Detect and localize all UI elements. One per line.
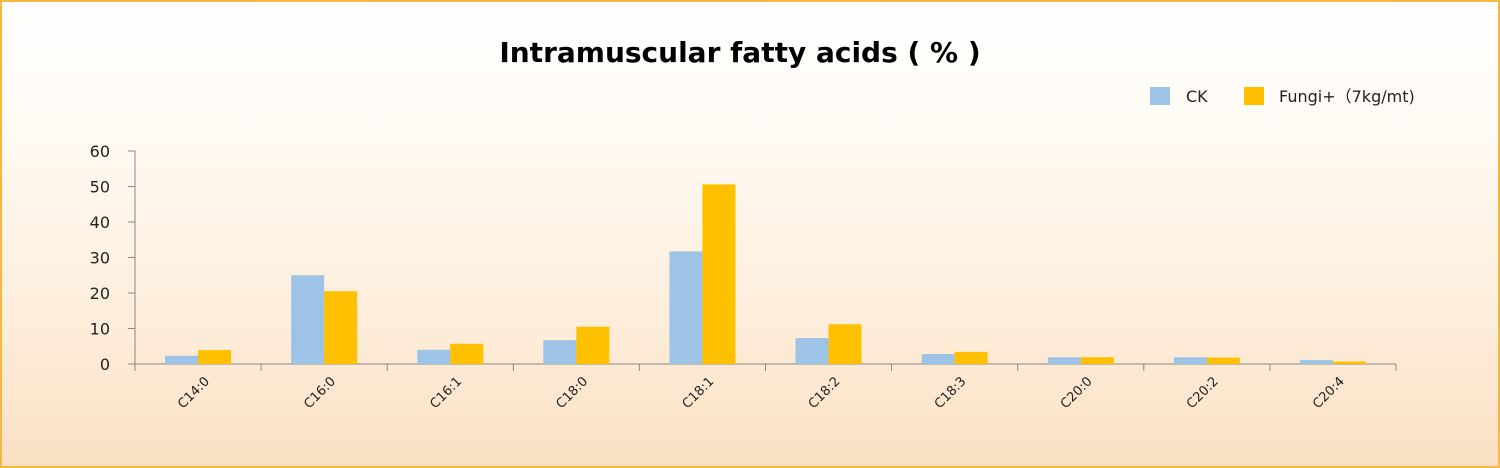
y-tick-label: 50 (90, 178, 110, 197)
bar-fungi (702, 184, 736, 364)
bar-fungi (450, 343, 484, 364)
x-tick-label: C18:3 (932, 374, 970, 412)
bar-fungi (1332, 361, 1366, 364)
legend-label-fungi: Fungi+（7kg/mt) (1279, 87, 1415, 106)
y-tick-label: 20 (90, 284, 110, 303)
legend: CK Fungi+（7kg/mt) (1150, 87, 1415, 106)
x-tick-label: C20:4 (1310, 374, 1348, 412)
y-tick-labels: 0 10 20 30 40 50 60 (90, 142, 110, 374)
legend-label-ck: CK (1186, 87, 1208, 106)
bar-ck (921, 354, 955, 364)
legend-swatch-ck (1150, 87, 1170, 105)
legend-swatch-fungi (1244, 87, 1264, 105)
x-tick-label: C14:0 (175, 374, 213, 412)
bar-ck (1299, 360, 1333, 364)
bar-fungi (198, 350, 232, 364)
y-tick-label: 60 (90, 142, 110, 161)
bar-ck (291, 275, 325, 364)
bar-ck (1173, 357, 1207, 364)
x-tick-label: C18:0 (554, 374, 592, 412)
x-tick-labels: C14:0 C16:0 C16:1 C18:0 C18:1 C18:2 C18:3 C20:0… (175, 374, 1348, 412)
chart-title: Intramuscular fatty acids ( % ) (499, 36, 980, 69)
bar-ck (417, 349, 451, 364)
y-tick-label: 10 (90, 320, 110, 339)
bar-fungi (1080, 357, 1114, 364)
x-tick-label: C16:0 (301, 374, 339, 412)
bar-ck (669, 251, 703, 364)
x-tick-label: C18:2 (806, 374, 844, 412)
bar-ck (1047, 357, 1081, 364)
x-tick-label: C16:1 (427, 374, 465, 412)
bar-fungi (954, 351, 988, 364)
y-tick-label: 30 (90, 249, 110, 268)
bar-ck (795, 338, 829, 364)
x-tick-label: C20:2 (1184, 374, 1222, 412)
y-tick-label: 40 (90, 213, 110, 232)
x-tick-label: C20:0 (1058, 374, 1096, 412)
bar-fungi (1206, 357, 1240, 364)
bar-ck (165, 355, 199, 364)
bar-fungi (324, 291, 358, 364)
bar-fungi (828, 324, 862, 364)
x-tick-label: C18:1 (680, 374, 718, 412)
bar-ck (543, 340, 577, 364)
y-tick-label: 0 (100, 355, 110, 374)
bar-fungi (576, 326, 610, 364)
bars (165, 184, 1366, 364)
